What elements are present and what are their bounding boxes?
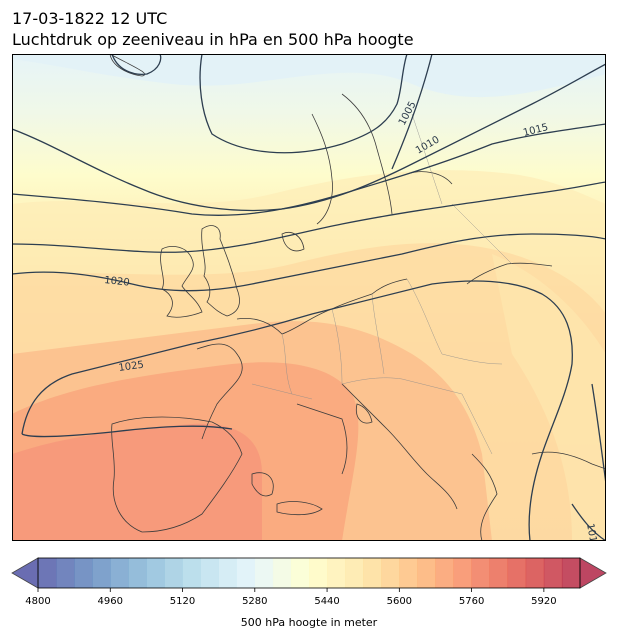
height-band-5320 bbox=[12, 54, 606, 98]
colorbar-swatch bbox=[507, 558, 527, 588]
isobar-1020-line bbox=[12, 233, 606, 292]
colorbar-extend-high bbox=[579, 557, 607, 589]
colorbar-tick-label: 5440 bbox=[314, 596, 339, 607]
colorbar-tick-label: 5920 bbox=[531, 596, 556, 607]
colorbar-swatch bbox=[417, 558, 436, 588]
height-band-5840 bbox=[12, 423, 262, 541]
isobar-north-sea bbox=[12, 181, 606, 253]
colorbar-swatch bbox=[453, 558, 472, 588]
colorbar-swatch bbox=[399, 558, 418, 588]
isobar-north-low bbox=[199, 54, 408, 154]
colorbar-extend-low bbox=[11, 557, 39, 589]
colorbar-swatch bbox=[345, 558, 364, 588]
isobar-east-lower bbox=[591, 383, 606, 485]
isobar-se-edge bbox=[571, 503, 606, 541]
colorbar-swatch bbox=[272, 558, 292, 588]
colorbar-swatch bbox=[435, 558, 454, 588]
colorbar-tick-label: 5600 bbox=[387, 596, 412, 607]
coastlines bbox=[109, 54, 606, 541]
map-title-date: 17-03-1822 12 UTC bbox=[12, 9, 168, 28]
colorbar-frame bbox=[37, 557, 581, 589]
isobar-polar-loop bbox=[111, 54, 162, 75]
colorbar-swatch bbox=[164, 558, 183, 588]
colorbar-label: 500 hPa hoogte in meter bbox=[241, 616, 378, 629]
colorbar-swatch bbox=[309, 558, 328, 588]
colorbar-tick-label: 4960 bbox=[98, 596, 123, 607]
colorbar-swatch bbox=[110, 558, 129, 588]
colorbar-ticks: 4800 4960 5120 5280 5440 5600 5760 5920 bbox=[25, 588, 557, 607]
colorbar-swatch bbox=[489, 558, 509, 588]
colorbar-swatch bbox=[471, 558, 490, 588]
isobar-1025-line bbox=[21, 280, 573, 541]
colorbar-swatch bbox=[128, 558, 147, 588]
isobar-1010-line bbox=[12, 63, 606, 212]
map-border bbox=[12, 54, 606, 541]
colorbar-swatch bbox=[92, 558, 111, 588]
colorbar-swatch bbox=[561, 558, 581, 588]
isobar-label-101-edge: 101 bbox=[584, 523, 598, 541]
colorbar-swatch bbox=[327, 558, 346, 588]
colorbar-swatch bbox=[525, 558, 545, 588]
colorbar-swatch bbox=[74, 558, 93, 588]
colorbar-swatches bbox=[11, 557, 607, 589]
colorbar-swatch bbox=[182, 558, 201, 588]
map-title-description: Luchtdruk op zeeniveau in hPa en 500 hPa… bbox=[12, 30, 414, 49]
height-band-5400 bbox=[492, 254, 606, 541]
isobar-1005-line bbox=[391, 54, 433, 170]
isobar-label-1020: 1020 bbox=[104, 275, 130, 289]
colorbar-swatch bbox=[363, 558, 382, 588]
colorbar-svg: 4800 4960 5120 5280 5440 5600 5760 5920 500 hPa… bbox=[11, 557, 607, 629]
colorbar-swatch bbox=[543, 558, 563, 588]
colorbar: 4800 4960 5120 5280 5440 5600 5760 5920 500 hPa… bbox=[10, 556, 608, 636]
colorbar-tick-label: 5120 bbox=[170, 596, 195, 607]
colorbar-swatch bbox=[236, 558, 256, 588]
colorbar-swatch bbox=[56, 558, 75, 588]
isobar-1015-line bbox=[12, 123, 606, 216]
country-borders bbox=[251, 113, 513, 455]
colorbar-swatch bbox=[290, 558, 310, 588]
colorbar-swatch bbox=[254, 558, 274, 588]
isobar-inner-high bbox=[21, 425, 233, 438]
colorbar-tick-label: 5760 bbox=[459, 596, 484, 607]
isobar-label-1025: 1025 bbox=[118, 360, 145, 374]
colorbar-swatch bbox=[218, 558, 238, 588]
weather-map-svg: 1005 1010 1015 1020 1025 101 bbox=[12, 54, 606, 541]
colorbar-swatch bbox=[146, 558, 165, 588]
colorbar-tick-label: 5280 bbox=[242, 596, 267, 607]
weather-map: 1005 1010 1015 1020 1025 101 bbox=[12, 54, 606, 541]
isobar-contours bbox=[12, 54, 606, 541]
colorbar-swatch bbox=[38, 558, 57, 588]
colorbar-swatch bbox=[200, 558, 219, 588]
colorbar-swatch bbox=[381, 558, 400, 588]
colorbar-tick-label: 4800 bbox=[25, 596, 50, 607]
